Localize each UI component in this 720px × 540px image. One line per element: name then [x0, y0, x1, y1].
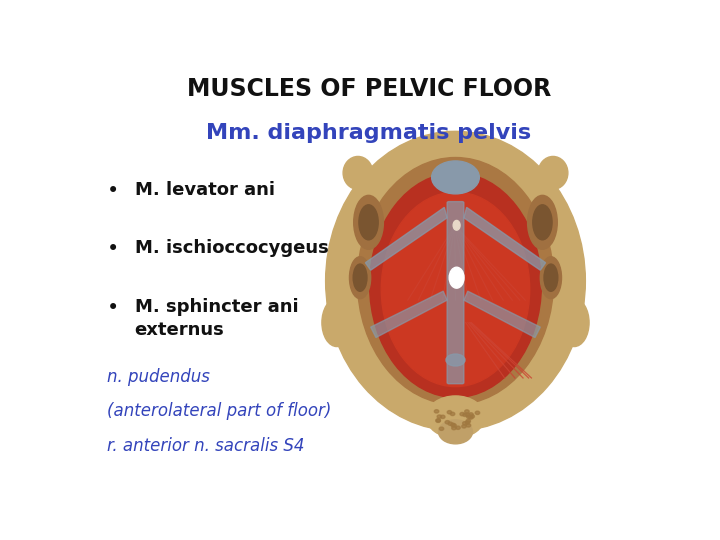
Circle shape	[451, 427, 456, 430]
Text: •: •	[107, 239, 119, 259]
Circle shape	[460, 413, 464, 416]
Circle shape	[463, 413, 467, 416]
Ellipse shape	[538, 157, 568, 190]
Circle shape	[467, 424, 471, 427]
Ellipse shape	[449, 267, 464, 288]
Circle shape	[451, 423, 455, 427]
Text: n. pudendus: n. pudendus	[107, 368, 210, 386]
Text: r. anterior n. sacralis S4: r. anterior n. sacralis S4	[107, 436, 305, 455]
Circle shape	[467, 415, 471, 418]
Ellipse shape	[426, 396, 485, 438]
Circle shape	[448, 422, 452, 426]
Circle shape	[465, 413, 470, 416]
Circle shape	[452, 424, 456, 427]
Circle shape	[436, 418, 441, 422]
Circle shape	[465, 421, 469, 424]
Ellipse shape	[343, 157, 373, 190]
Text: Mm. diaphragmatis pelvis: Mm. diaphragmatis pelvis	[207, 123, 531, 143]
Text: M. sphincter ani
externus: M. sphincter ani externus	[135, 298, 298, 339]
Ellipse shape	[359, 205, 378, 240]
Text: M. ischioccocygeus: M. ischioccocygeus	[135, 239, 328, 258]
Circle shape	[445, 421, 449, 424]
Ellipse shape	[382, 192, 530, 387]
Text: •: •	[107, 298, 119, 318]
Circle shape	[475, 411, 480, 415]
Ellipse shape	[446, 354, 465, 366]
Circle shape	[437, 415, 441, 419]
Text: (anterolateral part of floor): (anterolateral part of floor)	[107, 402, 331, 421]
Circle shape	[450, 412, 455, 416]
Polygon shape	[464, 207, 546, 270]
Ellipse shape	[544, 264, 558, 291]
Circle shape	[439, 427, 444, 430]
Circle shape	[434, 410, 438, 413]
Text: •: •	[107, 181, 119, 201]
Circle shape	[456, 426, 460, 429]
Ellipse shape	[325, 131, 585, 431]
Polygon shape	[371, 291, 447, 338]
Circle shape	[462, 424, 467, 428]
Ellipse shape	[533, 205, 552, 240]
Ellipse shape	[354, 195, 383, 249]
Circle shape	[466, 420, 470, 423]
Circle shape	[447, 410, 451, 414]
Ellipse shape	[453, 220, 460, 230]
Ellipse shape	[354, 264, 367, 291]
Text: MUSCLES OF PELVIC FLOOR: MUSCLES OF PELVIC FLOOR	[187, 77, 551, 102]
Circle shape	[469, 413, 473, 416]
Ellipse shape	[431, 161, 480, 194]
Polygon shape	[365, 207, 447, 270]
Ellipse shape	[559, 299, 589, 347]
Circle shape	[464, 410, 469, 413]
Ellipse shape	[357, 158, 554, 404]
Ellipse shape	[369, 173, 541, 397]
Ellipse shape	[528, 195, 557, 249]
Circle shape	[436, 419, 441, 422]
Circle shape	[463, 422, 467, 425]
Ellipse shape	[322, 299, 351, 347]
Polygon shape	[464, 291, 540, 338]
Circle shape	[469, 416, 473, 419]
Ellipse shape	[349, 256, 371, 299]
Circle shape	[441, 415, 445, 418]
Circle shape	[470, 415, 474, 418]
Ellipse shape	[438, 420, 472, 444]
Text: M. levator ani: M. levator ani	[135, 181, 274, 199]
Ellipse shape	[540, 256, 562, 299]
FancyBboxPatch shape	[447, 201, 464, 384]
